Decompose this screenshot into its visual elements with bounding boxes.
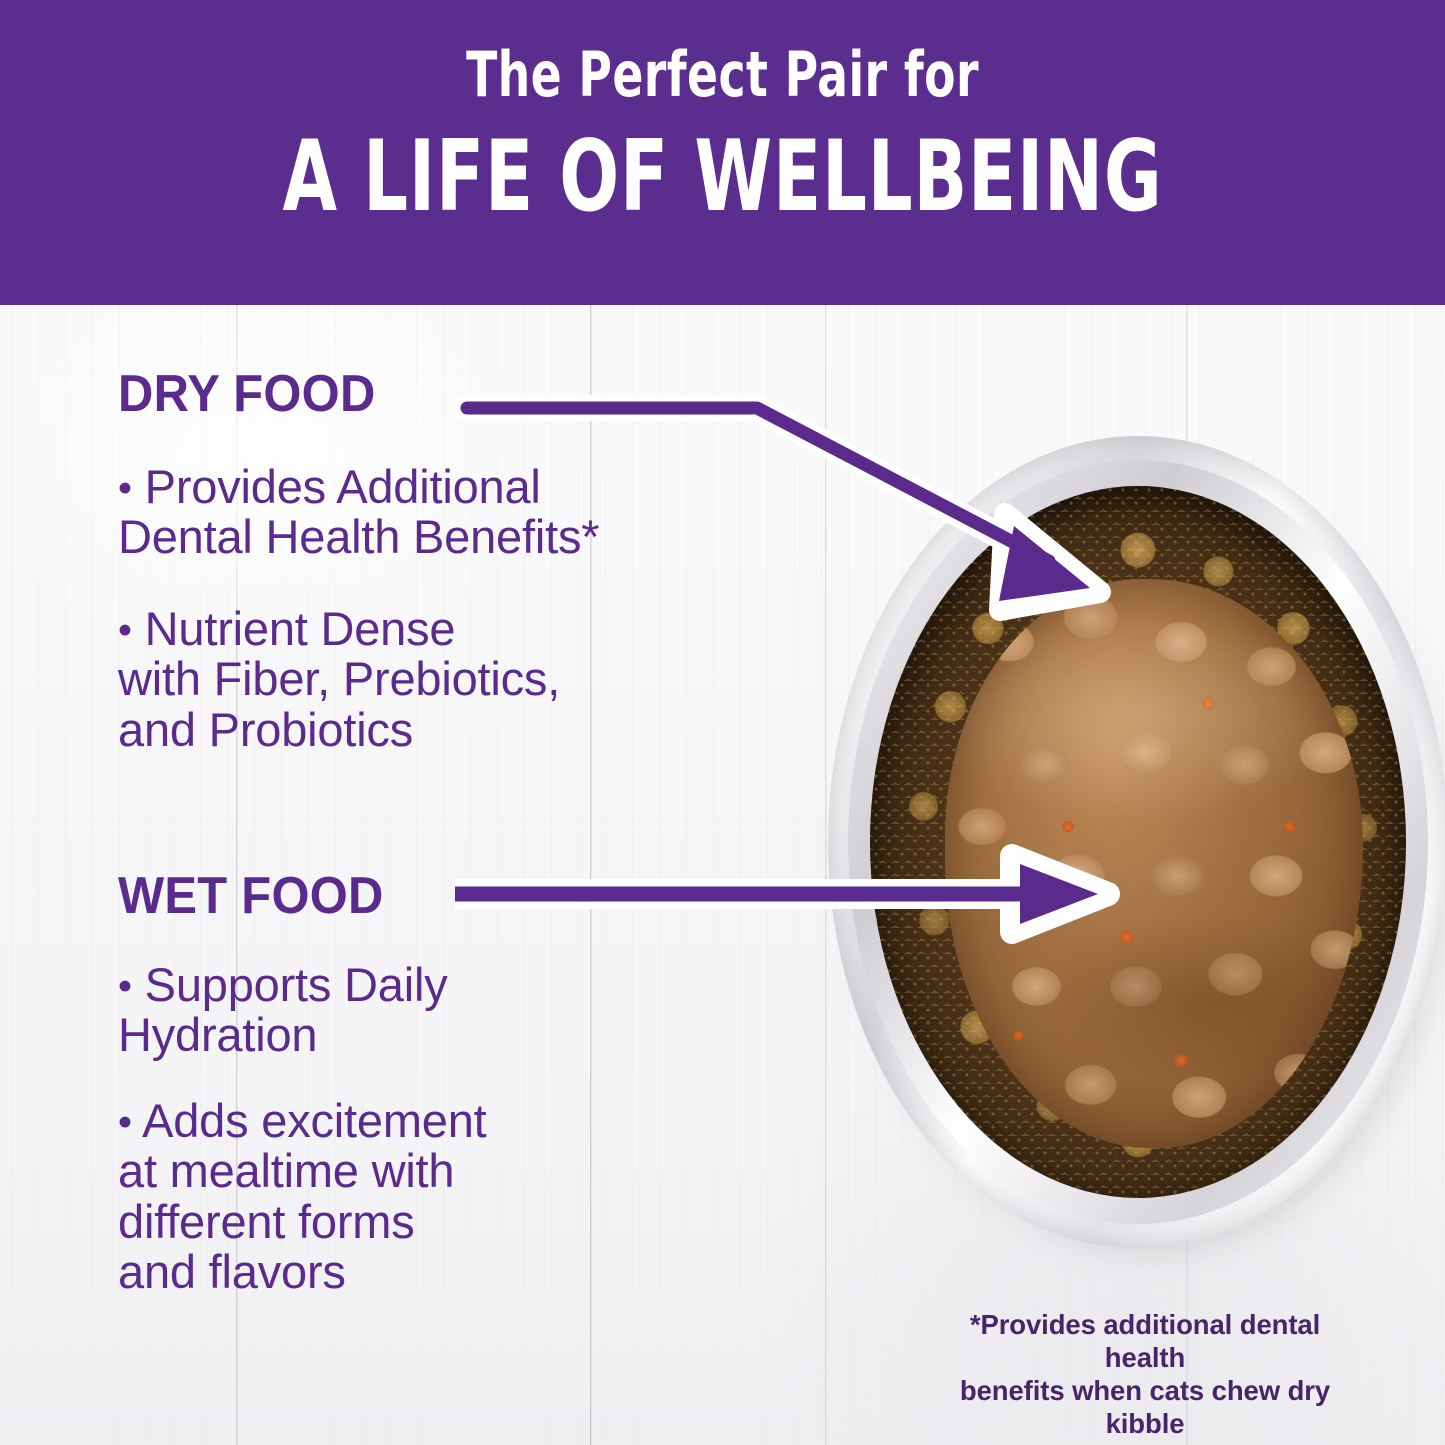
bullet-dot-icon: • <box>118 964 132 1009</box>
footnote: *Provides additional dental health benef… <box>930 1308 1360 1440</box>
footnote-line-2: benefits when cats chew dry kibble <box>959 1375 1331 1439</box>
header-band: The Perfect Pair for A LIFE OF WELLBEING <box>0 0 1445 305</box>
wet-food-gravy <box>945 578 1364 1149</box>
header-title: A LIFE OF WELLBEING <box>282 120 1163 234</box>
header-eyebrow: The Perfect Pair for <box>466 38 979 111</box>
bullet-line: with Fiber, Prebiotics, <box>118 652 561 706</box>
bullet-line: Hydration <box>118 1008 318 1062</box>
bullet-line: Supports Daily <box>144 958 448 1011</box>
bullet-line: Adds excitement <box>142 1094 487 1147</box>
bullet-dot-icon: • <box>118 608 132 653</box>
footnote-line-1: *Provides additional dental health <box>969 1309 1321 1373</box>
bullet-dot-icon: • <box>118 466 132 511</box>
wet-food-bullet-1: • Supports Daily Hydration <box>118 958 738 1062</box>
bowl-rim <box>828 436 1445 1248</box>
dry-food-bullet-1: • Provides Additional Dental Health Bene… <box>118 460 778 564</box>
bullet-line: Nutrient Dense <box>144 602 456 655</box>
gravy-sheen <box>945 578 1364 1149</box>
wet-food-heading: WET FOOD <box>118 867 384 925</box>
bullet-dot-icon: • <box>118 1100 132 1145</box>
bullet-line: and flavors <box>118 1244 346 1298</box>
bullet-line: Dental Health Benefits* <box>118 510 600 564</box>
bullet-line: at mealtime with <box>118 1144 455 1198</box>
bullet-line: different forms <box>118 1194 415 1248</box>
bullet-line: and Probiotics <box>118 702 414 756</box>
dry-food-bullet-2: • Nutrient Dense with Fiber, Prebiotics,… <box>118 602 778 756</box>
dry-food-heading: DRY FOOD <box>118 365 376 423</box>
pet-bowl-image <box>828 436 1445 1256</box>
bowl-interior <box>870 486 1406 1198</box>
wet-food-bullet-2: • Adds excitement at mealtime with diffe… <box>118 1094 738 1298</box>
bullet-line: Provides Additional <box>144 460 541 513</box>
